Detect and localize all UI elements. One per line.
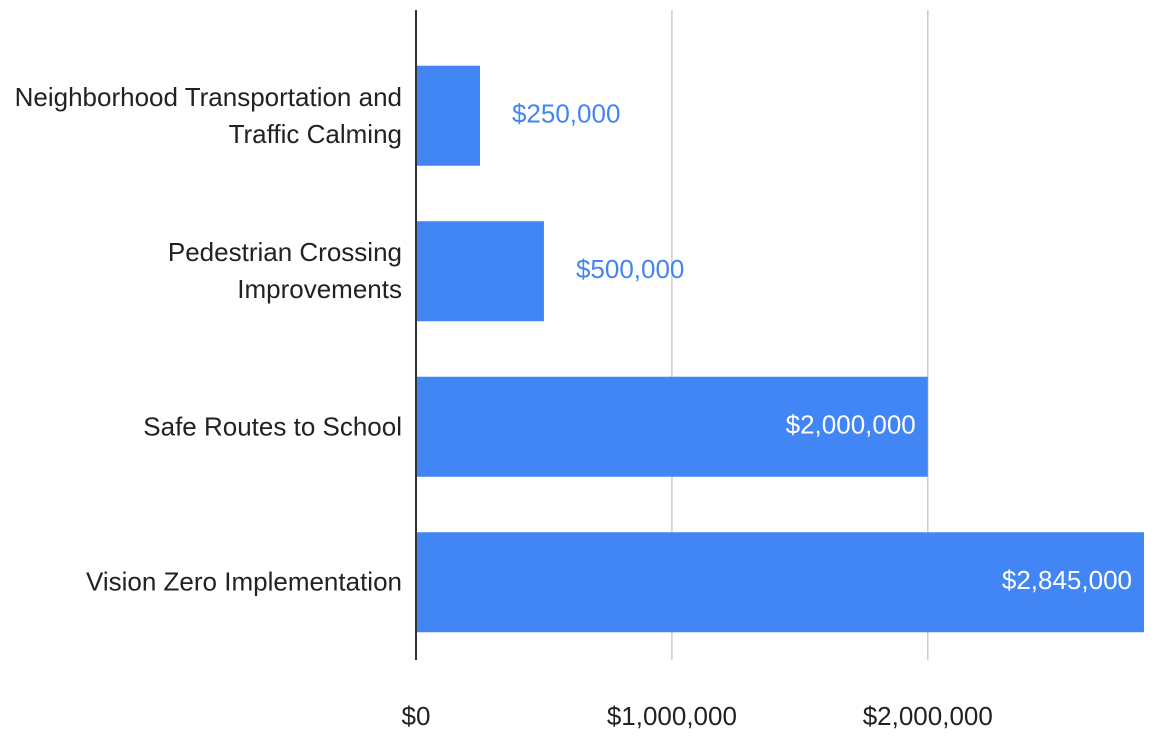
y-tick-label: Pedestrian Crossing Improvements <box>167 237 402 305</box>
data-label: $250,000 <box>512 99 620 129</box>
bar <box>416 532 1144 633</box>
data-label: $2,845,000 <box>1002 565 1132 595</box>
x-tick-label: $0 <box>402 701 431 731</box>
x-tick-label: $1,000,000 <box>607 701 737 731</box>
y-tick-label: Neighborhood Transportation and Traffic … <box>14 81 402 149</box>
data-label: $2,000,000 <box>786 410 916 440</box>
bar <box>416 376 928 477</box>
y-tick-label: Safe Routes to School <box>143 411 402 442</box>
x-tick-label: $2,000,000 <box>863 701 993 731</box>
bar <box>416 65 480 166</box>
data-label: $500,000 <box>576 254 684 284</box>
bar <box>416 221 544 322</box>
y-tick-label: Vision Zero Implementation <box>85 566 402 597</box>
